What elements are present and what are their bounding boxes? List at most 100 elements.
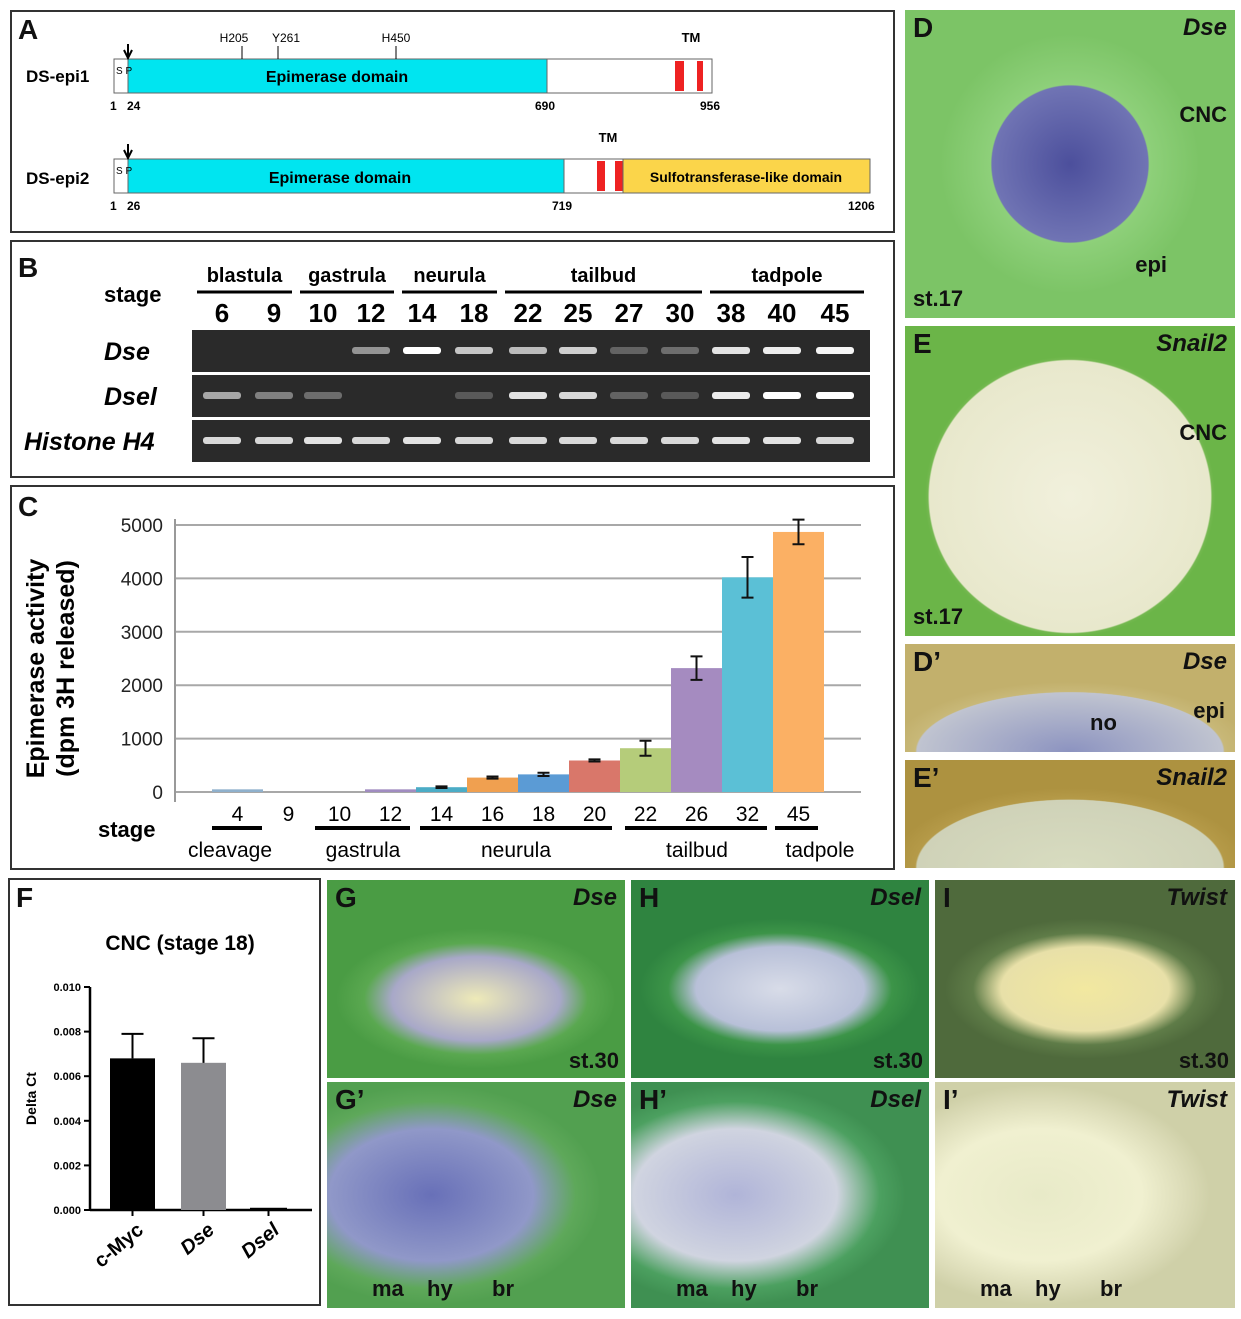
panel-b: B stage blastula gastrula neurula tailbud tad… — [10, 240, 895, 478]
svg-text:TM: TM — [682, 30, 701, 45]
error-bar — [121, 1032, 144, 1059]
error-bar — [486, 775, 499, 780]
bar-32 — [722, 577, 773, 792]
stage-number: 9 — [267, 298, 281, 328]
stage-number: 18 — [460, 298, 489, 328]
gel-band — [455, 347, 493, 354]
panel-label: H — [639, 882, 660, 913]
bar-4 — [212, 789, 263, 792]
stage-group-label: cleavage — [188, 839, 272, 862]
gel-band — [816, 392, 854, 399]
svg-text:S P: S P — [116, 166, 132, 177]
annotation-ma: ma — [676, 1276, 708, 1301]
error-bar — [639, 739, 652, 757]
panel-label: D — [913, 12, 934, 43]
svg-text:1: 1 — [110, 99, 117, 113]
gel-band — [816, 437, 854, 444]
gel-band — [352, 347, 390, 354]
x-tick-label: 20 — [583, 803, 606, 826]
gel-band — [712, 347, 750, 354]
gene-title: Snail2 — [1156, 764, 1227, 791]
stage-label: st.30 — [872, 1048, 923, 1073]
stage-number: 40 — [768, 298, 797, 328]
gene-title: Dsel — [870, 884, 921, 911]
y-tick-label: 5000 — [121, 516, 163, 537]
panel-label: H’ — [639, 1084, 667, 1115]
y-tick-label: 2000 — [121, 676, 163, 697]
stage-number: 45 — [821, 298, 850, 328]
panel-a: A DS-epi1 S P Epimerase domain H205 Y261… — [10, 10, 895, 233]
annotation-ma: ma — [372, 1276, 404, 1301]
gel-band — [403, 347, 441, 354]
stage-number: 25 — [564, 298, 593, 328]
error-bar — [792, 518, 805, 546]
y-axis-label: (dpm 3H released) — [52, 560, 80, 777]
gel-band — [203, 437, 241, 444]
stage-label: st.17 — [913, 604, 964, 629]
svg-text:H205: H205 — [220, 31, 249, 45]
stage-label: st.17 — [913, 286, 964, 311]
delta-ct-chart: CNC (stage 18) 0.000 0.002 0.004 0.006 0.008 0… — [23, 932, 312, 1272]
y-tick-label: 0 — [152, 783, 163, 804]
x-tick-label: 12 — [379, 803, 402, 826]
x-tick-label: 45 — [787, 803, 810, 826]
annotation-cnc: CNC — [1179, 102, 1227, 127]
gel-band — [352, 437, 390, 444]
svg-text:24: 24 — [127, 99, 141, 113]
gel-band — [255, 392, 293, 399]
bar-12 — [365, 789, 416, 792]
svg-text:719: 719 — [552, 199, 572, 213]
stage-number: 12 — [357, 298, 386, 328]
bar-c-Myc — [110, 1058, 155, 1210]
x-tick-label: 26 — [685, 803, 708, 826]
stage-group-label: tadpole — [786, 839, 855, 862]
gel-band — [661, 392, 699, 399]
svg-text:Epimerase domain: Epimerase domain — [269, 170, 411, 187]
panel-label: D’ — [913, 646, 941, 677]
x-tick-label: 22 — [634, 803, 657, 826]
stage-group-label: neurula — [481, 839, 551, 862]
gene-title: Twist — [1166, 1086, 1227, 1113]
y-tick-label: 4000 — [121, 569, 163, 590]
annotation-br: br — [796, 1276, 818, 1301]
gel-band — [509, 437, 547, 444]
panel-label: B — [18, 252, 39, 283]
x-tick-label: 32 — [736, 803, 759, 826]
stage-number: 14 — [408, 298, 437, 328]
annotation-br: br — [1100, 1276, 1122, 1301]
gel-band — [610, 437, 648, 444]
y-tick-label: 0.004 — [53, 1116, 81, 1128]
annotation-hy: hy — [731, 1276, 757, 1301]
gel-band — [559, 392, 597, 399]
y-tick-label: 0.010 — [53, 982, 81, 994]
gel-band — [559, 437, 597, 444]
gene-title: Dse — [1182, 14, 1227, 41]
gel-band — [304, 437, 342, 444]
annotation-cnc: CNC — [1179, 420, 1227, 445]
stage-label: st.30 — [1178, 1048, 1229, 1073]
stage-label: stage — [104, 282, 161, 307]
bar-26 — [671, 668, 722, 792]
gel-band — [763, 392, 801, 399]
panel-label: E’ — [913, 762, 940, 793]
stage-number: 30 — [666, 298, 695, 328]
bar-Dse — [181, 1062, 226, 1210]
stage-number: 27 — [615, 298, 644, 328]
gel-band — [509, 392, 547, 399]
gene-title: Dse — [572, 1086, 617, 1113]
photo-panel-ep: E’ Snail2 — [905, 760, 1235, 868]
y-axis-label: Epimerase activity — [22, 559, 50, 779]
x-tick-label: Dsel — [237, 1219, 284, 1263]
gel-band — [559, 347, 597, 354]
gene-title: Snail2 — [1156, 330, 1227, 357]
error-bar — [192, 1037, 215, 1063]
bar-14 — [416, 787, 467, 792]
stage-group-label: tailbud — [571, 265, 637, 287]
panel-label: I — [943, 882, 951, 913]
panel-label: E — [913, 328, 932, 359]
gel-band — [203, 392, 241, 399]
gel-band — [712, 392, 750, 399]
svg-text:H450: H450 — [382, 31, 411, 45]
y-tick-label: 0.006 — [53, 1071, 81, 1083]
gene-title: Dsel — [870, 1086, 921, 1113]
